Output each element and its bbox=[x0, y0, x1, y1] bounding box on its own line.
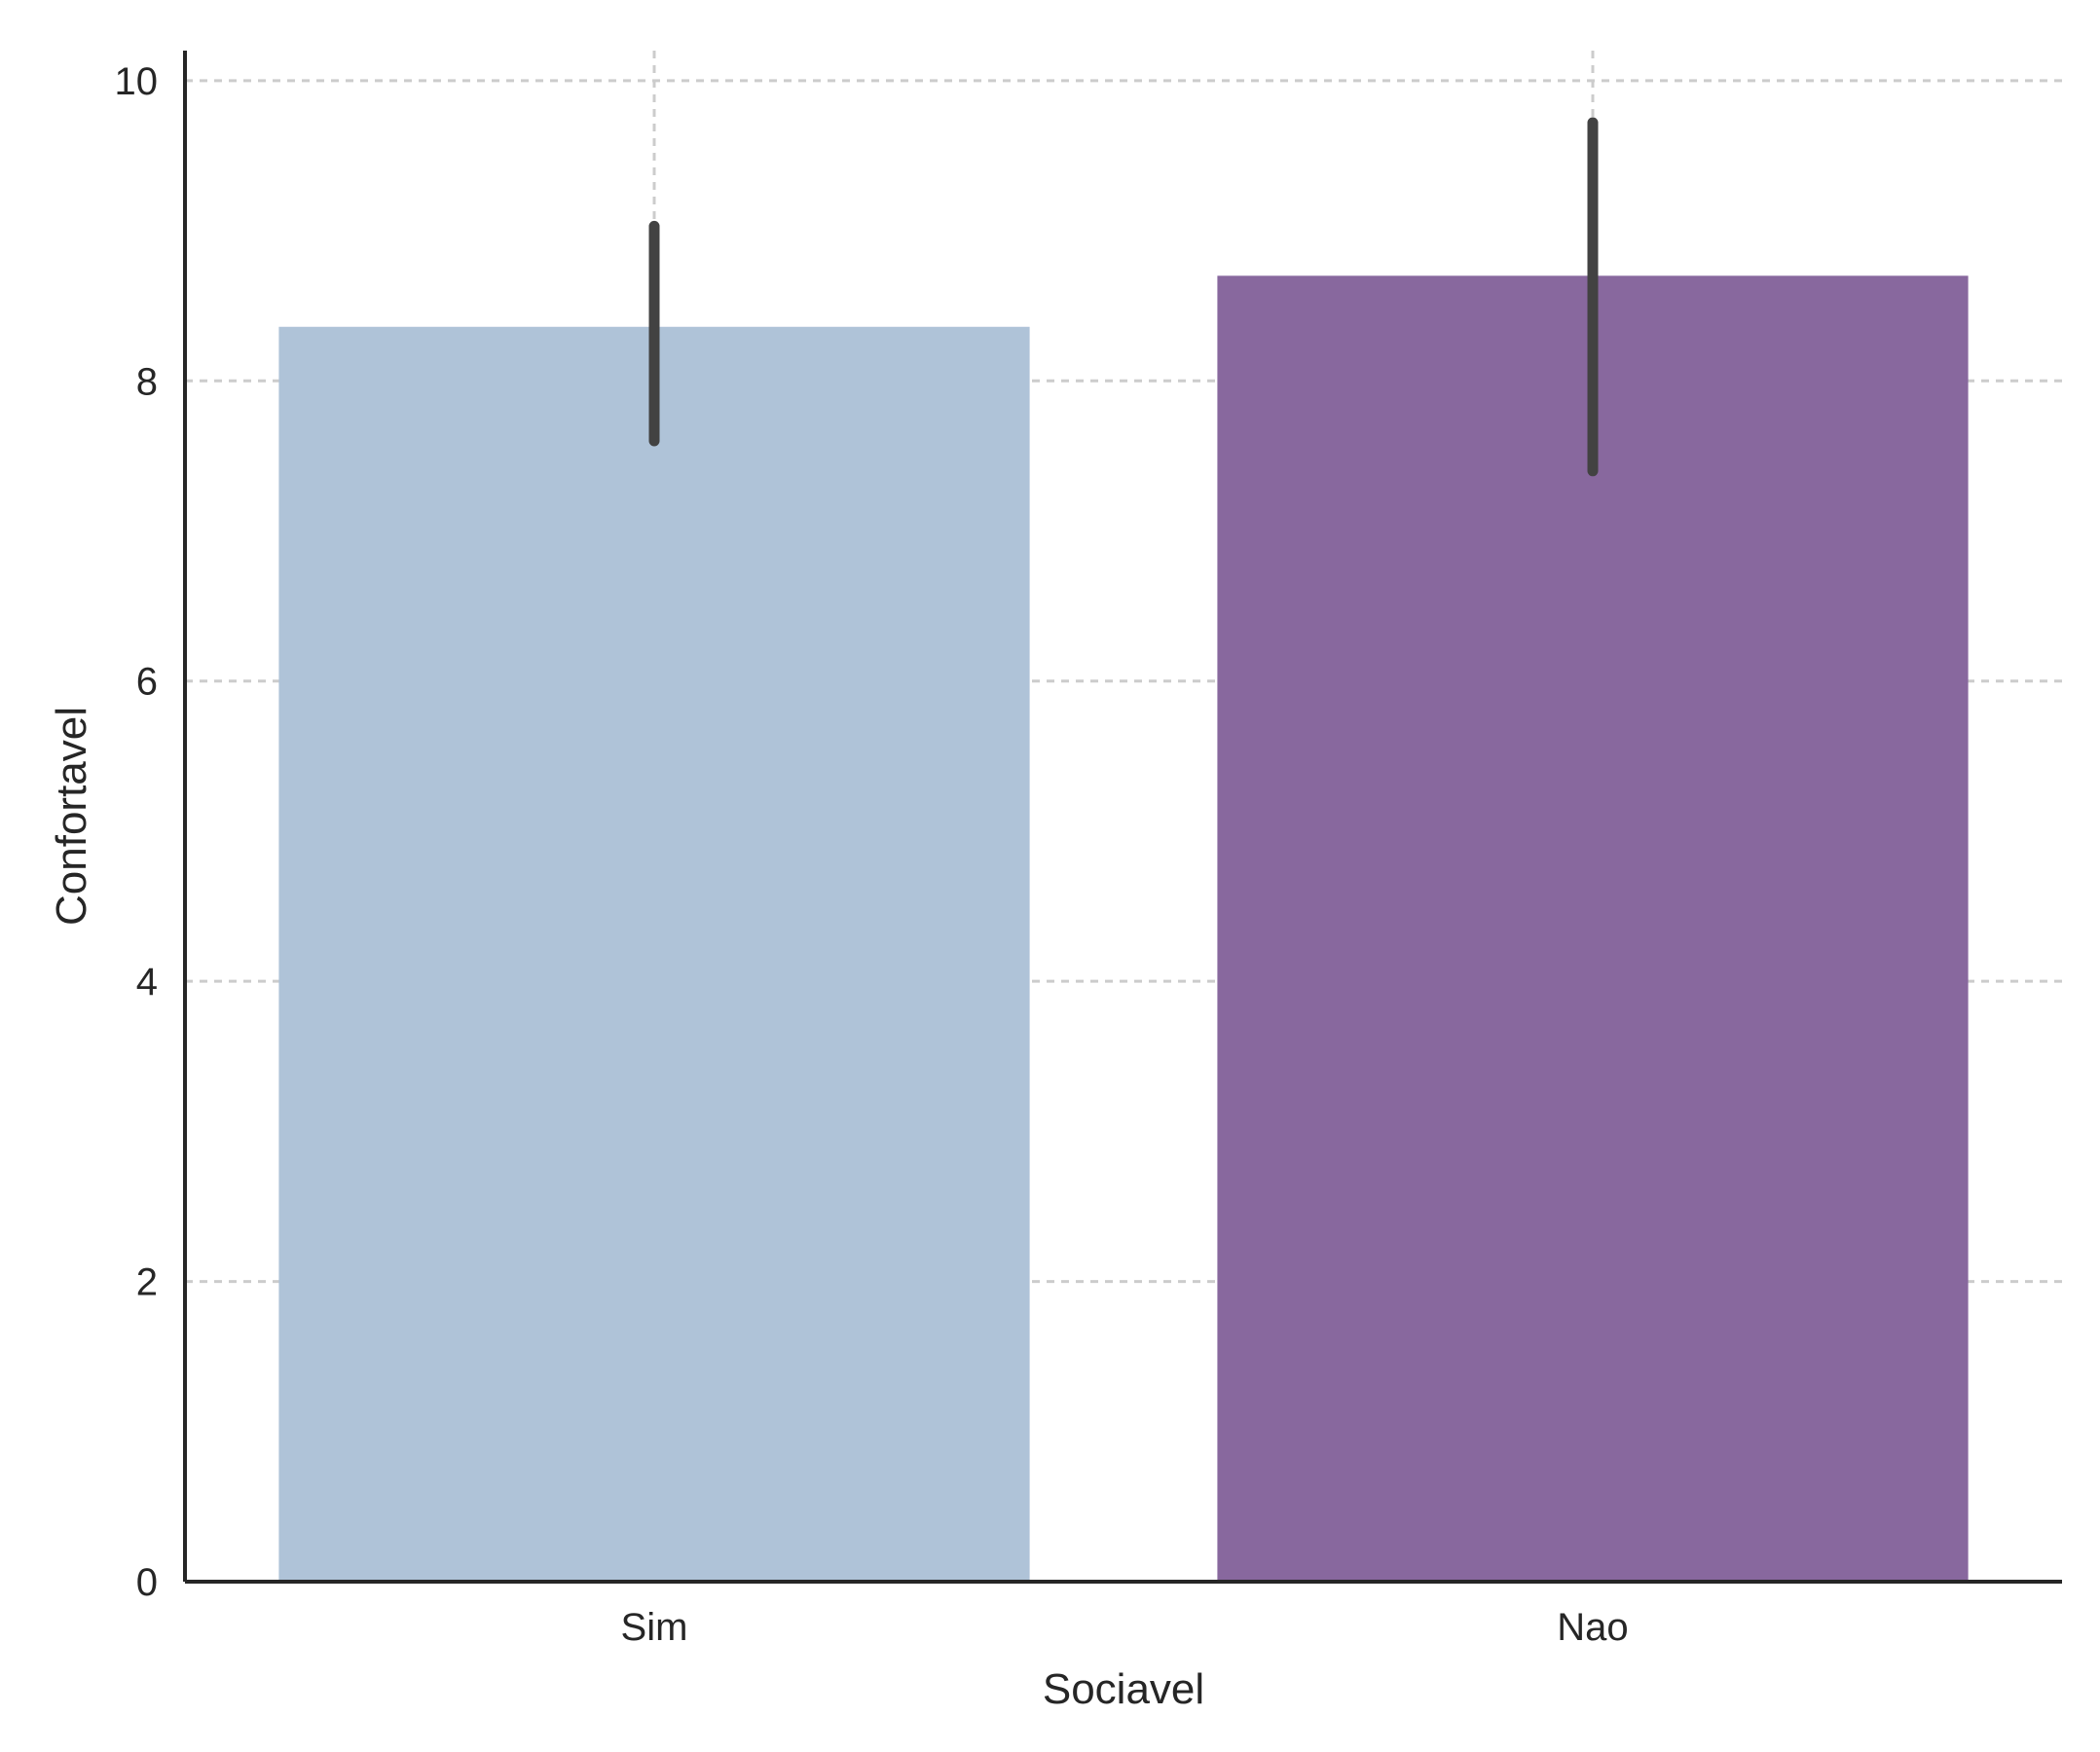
y-tick-label: 8 bbox=[136, 360, 158, 403]
bar-sim bbox=[278, 326, 1030, 1583]
y-tick-label: 2 bbox=[136, 1261, 158, 1304]
bar-nao bbox=[1217, 275, 1969, 1583]
y-tick-label: 6 bbox=[136, 661, 158, 704]
error-bars bbox=[648, 117, 1599, 477]
y-tick-labels: 0 2 4 6 8 10 bbox=[115, 60, 159, 1604]
x-axis-title: Sociavel bbox=[1043, 1665, 1204, 1713]
y-tick-label: 10 bbox=[115, 60, 159, 103]
x-tick-label: Sim bbox=[621, 1606, 688, 1649]
x-tick-label: Nao bbox=[1557, 1606, 1628, 1649]
y-tick-label: 0 bbox=[136, 1561, 158, 1604]
bars bbox=[278, 275, 1969, 1583]
y-axis-title: Confortavel bbox=[48, 707, 95, 926]
axes-spines bbox=[183, 51, 2062, 1584]
x-tick-labels: Sim Nao bbox=[621, 1606, 1629, 1649]
y-tick-label: 4 bbox=[136, 961, 158, 1004]
